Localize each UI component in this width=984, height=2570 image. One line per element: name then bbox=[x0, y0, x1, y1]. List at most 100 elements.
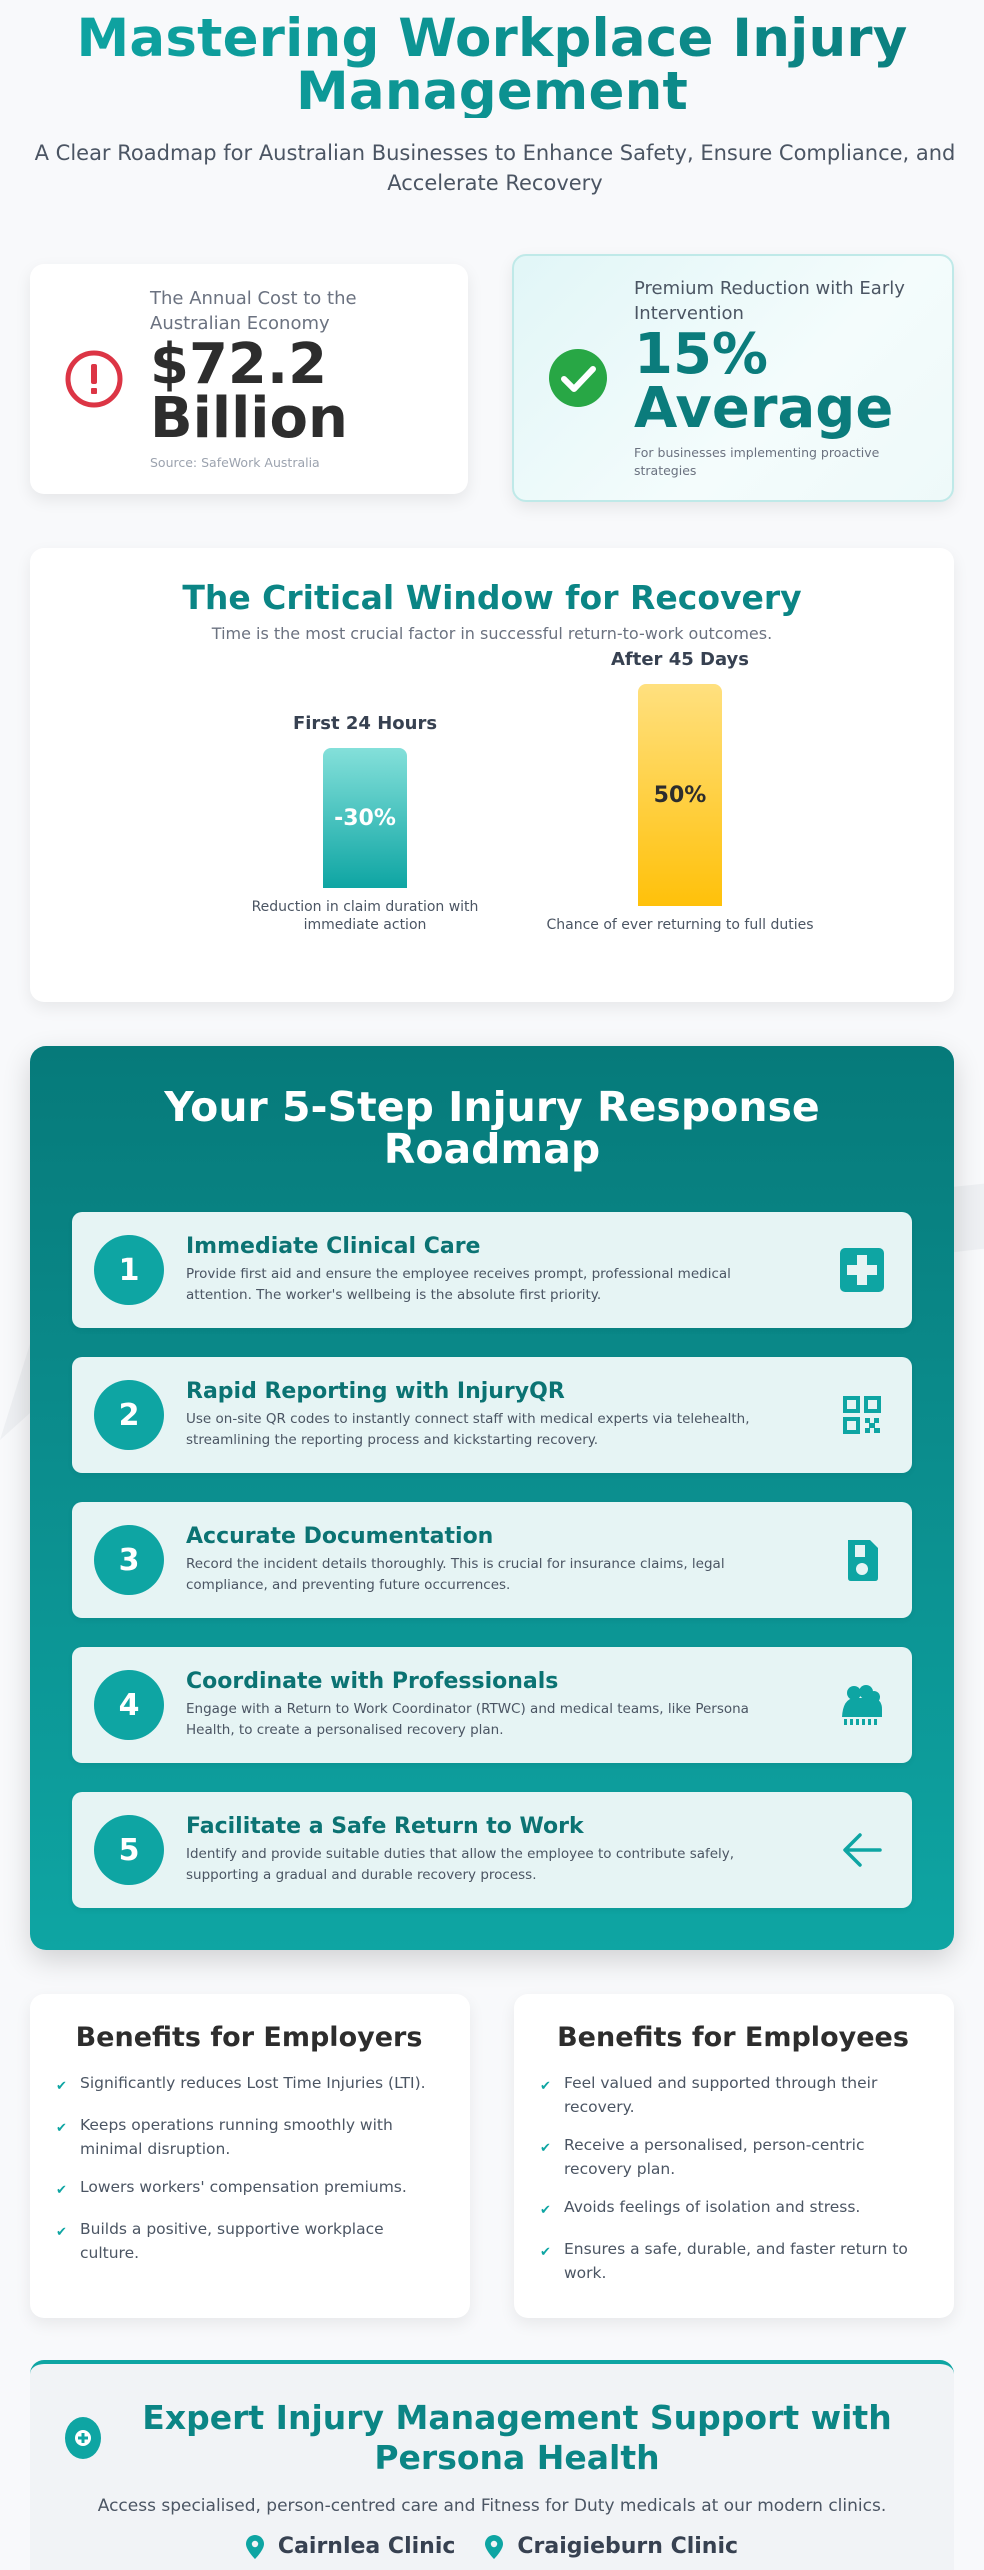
clinic-name: Cairnlea Clinic bbox=[277, 2534, 456, 2559]
step-title: Rapid Reporting with InjuryQR bbox=[186, 1379, 565, 1404]
step-description: Identify and provide suitable duties tha… bbox=[186, 1846, 735, 1883]
check-icon: ✔ bbox=[540, 2203, 551, 2218]
bar-title: First 24 Hours bbox=[292, 713, 438, 734]
step-description: Engage with a Return to Work Coordinator… bbox=[186, 1701, 749, 1738]
benefits-employees-card: Benefits for Employees ✔ Feel valued and … bbox=[514, 1994, 954, 2318]
list-item: ✔ Feel valued and supported through their… bbox=[540, 2071, 926, 2119]
step-body: Accurate Documentation Record the incide… bbox=[186, 1524, 840, 1596]
alert-circle-icon bbox=[65, 350, 123, 408]
step-description: Record the incident details thoroughly. … bbox=[186, 1556, 725, 1593]
stat-card-annual-cost: The Annual Cost to the Australian Econom… bbox=[30, 264, 468, 494]
stat-note: For businesses implementing proactive st… bbox=[634, 445, 880, 478]
clinic-name: Craigieburn Clinic bbox=[517, 2534, 739, 2559]
stat-value: 15% Average bbox=[634, 322, 894, 441]
step-number: 5 bbox=[94, 1815, 164, 1885]
map-pin-icon bbox=[245, 2534, 264, 2559]
list-item: ✔ Avoids feelings of isolation and stress… bbox=[540, 2195, 926, 2223]
medical-cross-icon bbox=[840, 1248, 884, 1292]
list-item: ✔ Lowers workers' compensation premiums. bbox=[56, 2175, 442, 2203]
cta-title: Expert Injury Management Support with Pe… bbox=[142, 2398, 892, 2477]
qr-code-icon bbox=[843, 1396, 881, 1434]
stat-card-premium-reduction: Premium Reduction with Early Interventio… bbox=[512, 254, 954, 502]
cta-subtitle: Access specialised, person-centred care … bbox=[97, 2496, 887, 2516]
roadmap-steps: 1 Immediate Clinical Care Provide first … bbox=[72, 1212, 912, 1908]
step-number: 3 bbox=[94, 1525, 164, 1595]
bar-value: -30% bbox=[334, 805, 396, 831]
list-item: ✔ Receive a personalised, person-centric … bbox=[540, 2133, 926, 2181]
step-title: Accurate Documentation bbox=[186, 1524, 494, 1549]
hero-header: Mastering Workplace Injury Management A … bbox=[30, 10, 956, 198]
clinic-craigieburn[interactable]: Craigieburn Clinic bbox=[485, 2534, 738, 2559]
step-title: Immediate Clinical Care bbox=[186, 1234, 481, 1259]
list-item-text: Feel valued and supported through their … bbox=[564, 2074, 878, 2116]
check-icon: ✔ bbox=[56, 2225, 67, 2240]
arrow-left-icon bbox=[843, 1833, 882, 1867]
stat-text: The Annual Cost to the Australian Econom… bbox=[150, 286, 440, 472]
check-icon: ✔ bbox=[56, 2121, 67, 2136]
list-item-text: Receive a personalised, person-centric r… bbox=[564, 2136, 865, 2178]
roadmap-title: Your 5-Step Injury Response Roadmap bbox=[164, 1083, 820, 1173]
bar-description: Reduction in claim duration with immedia… bbox=[251, 899, 479, 933]
medical-plus-badge-icon bbox=[65, 2417, 101, 2459]
step-body: Coordinate with Professionals Engage wit… bbox=[186, 1669, 840, 1741]
bar-description: Chance of ever returning to full duties bbox=[546, 917, 814, 933]
step-body: Facilitate a Safe Return to Work Identif… bbox=[186, 1814, 840, 1886]
section-title: The Critical Window for Recovery bbox=[182, 578, 802, 617]
roadmap-step: 5 Facilitate a Safe Return to Work Ident… bbox=[72, 1792, 912, 1908]
list-item-text: Builds a positive, supportive workplace … bbox=[80, 2220, 384, 2262]
roadmap-step: 2 Rapid Reporting with InjuryQR Use on-s… bbox=[72, 1357, 912, 1473]
step-title: Coordinate with Professionals bbox=[186, 1669, 559, 1694]
benefits-title: Benefits for Employers bbox=[75, 2022, 423, 2053]
benefits-employers-card: Benefits for Employers ✔ Significantly re… bbox=[30, 1994, 470, 2318]
document-icon bbox=[848, 1540, 878, 1581]
bar-value: 50% bbox=[653, 782, 707, 808]
page-subtitle: A Clear Roadmap for Australian Businesse… bbox=[34, 141, 956, 195]
check-icon: ✔ bbox=[540, 2245, 551, 2260]
step-body: Immediate Clinical Care Provide first ai… bbox=[186, 1234, 840, 1306]
list-item: ✔ Builds a positive, supportive workplace… bbox=[56, 2217, 442, 2265]
section-subtitle: Time is the most crucial factor in succe… bbox=[211, 624, 773, 643]
bar: -30% bbox=[323, 748, 407, 888]
list-item-text: Ensures a safe, durable, and faster retu… bbox=[564, 2240, 908, 2282]
step-number: 1 bbox=[94, 1235, 164, 1305]
list-item-text: Significantly reduces Lost Time Injuries… bbox=[80, 2074, 426, 2092]
bar: 50% bbox=[638, 684, 722, 906]
step-title: Facilitate a Safe Return to Work bbox=[186, 1814, 584, 1839]
list-item: ✔ Significantly reduces Lost Time Injurie… bbox=[56, 2071, 442, 2099]
bar-after-45-days: After 45 Days 50% Chance of ever returni… bbox=[530, 649, 830, 934]
check-icon: ✔ bbox=[56, 2183, 67, 2198]
stat-label: The Annual Cost to the Australian Econom… bbox=[150, 288, 357, 334]
team-icon bbox=[842, 1685, 882, 1725]
list-item-text: Avoids feelings of isolation and stress. bbox=[564, 2198, 861, 2216]
bar-title: After 45 Days bbox=[610, 649, 749, 670]
list-item-text: Keeps operations running smoothly with m… bbox=[80, 2116, 393, 2158]
list-item-text: Lowers workers' compensation premiums. bbox=[80, 2178, 407, 2196]
benefits-list: ✔ Significantly reduces Lost Time Injurie… bbox=[56, 2071, 442, 2265]
stat-source: Source: SafeWork Australia bbox=[150, 455, 320, 470]
check-circle-icon bbox=[549, 349, 607, 407]
critical-window-card: The Critical Window for Recovery Time is… bbox=[30, 548, 954, 1002]
list-item: ✔ Ensures a safe, durable, and faster ret… bbox=[540, 2237, 926, 2285]
step-number: 2 bbox=[94, 1380, 164, 1450]
bar-first-24-hours: First 24 Hours -30% Reduction in claim d… bbox=[240, 713, 490, 934]
stat-label: Premium Reduction with Early Interventio… bbox=[634, 278, 905, 324]
page-title: Mastering Workplace Injury Management bbox=[30, 12, 954, 118]
roadmap-step: 4 Coordinate with Professionals Engage w… bbox=[72, 1647, 912, 1763]
persona-health-cta: Expert Injury Management Support with Pe… bbox=[30, 2360, 954, 2570]
roadmap-step: 3 Accurate Documentation Record the inci… bbox=[72, 1502, 912, 1618]
comparison-bars: First 24 Hours -30% Reduction in claim d… bbox=[30, 649, 954, 968]
check-icon: ✔ bbox=[56, 2079, 67, 2094]
stat-value: $72.2 Billion bbox=[150, 332, 348, 451]
benefits-title: Benefits for Employees bbox=[557, 2022, 909, 2053]
list-item: ✔ Keeps operations running smoothly with … bbox=[56, 2113, 442, 2161]
clinic-cairnlea[interactable]: Cairnlea Clinic bbox=[245, 2534, 456, 2559]
map-pin-icon bbox=[485, 2534, 504, 2559]
clinic-list: Cairnlea Clinic Craigieburn Clinic bbox=[30, 2534, 954, 2559]
check-icon: ✔ bbox=[540, 2141, 551, 2156]
step-description: Provide first aid and ensure the employe… bbox=[186, 1266, 731, 1303]
stats-row: The Annual Cost to the Australian Econom… bbox=[30, 254, 954, 502]
roadmap-section: Your 5-Step Injury Response Roadmap 1 Im… bbox=[30, 1046, 954, 1950]
roadmap-step: 1 Immediate Clinical Care Provide first … bbox=[72, 1212, 912, 1328]
step-number: 4 bbox=[94, 1670, 164, 1740]
